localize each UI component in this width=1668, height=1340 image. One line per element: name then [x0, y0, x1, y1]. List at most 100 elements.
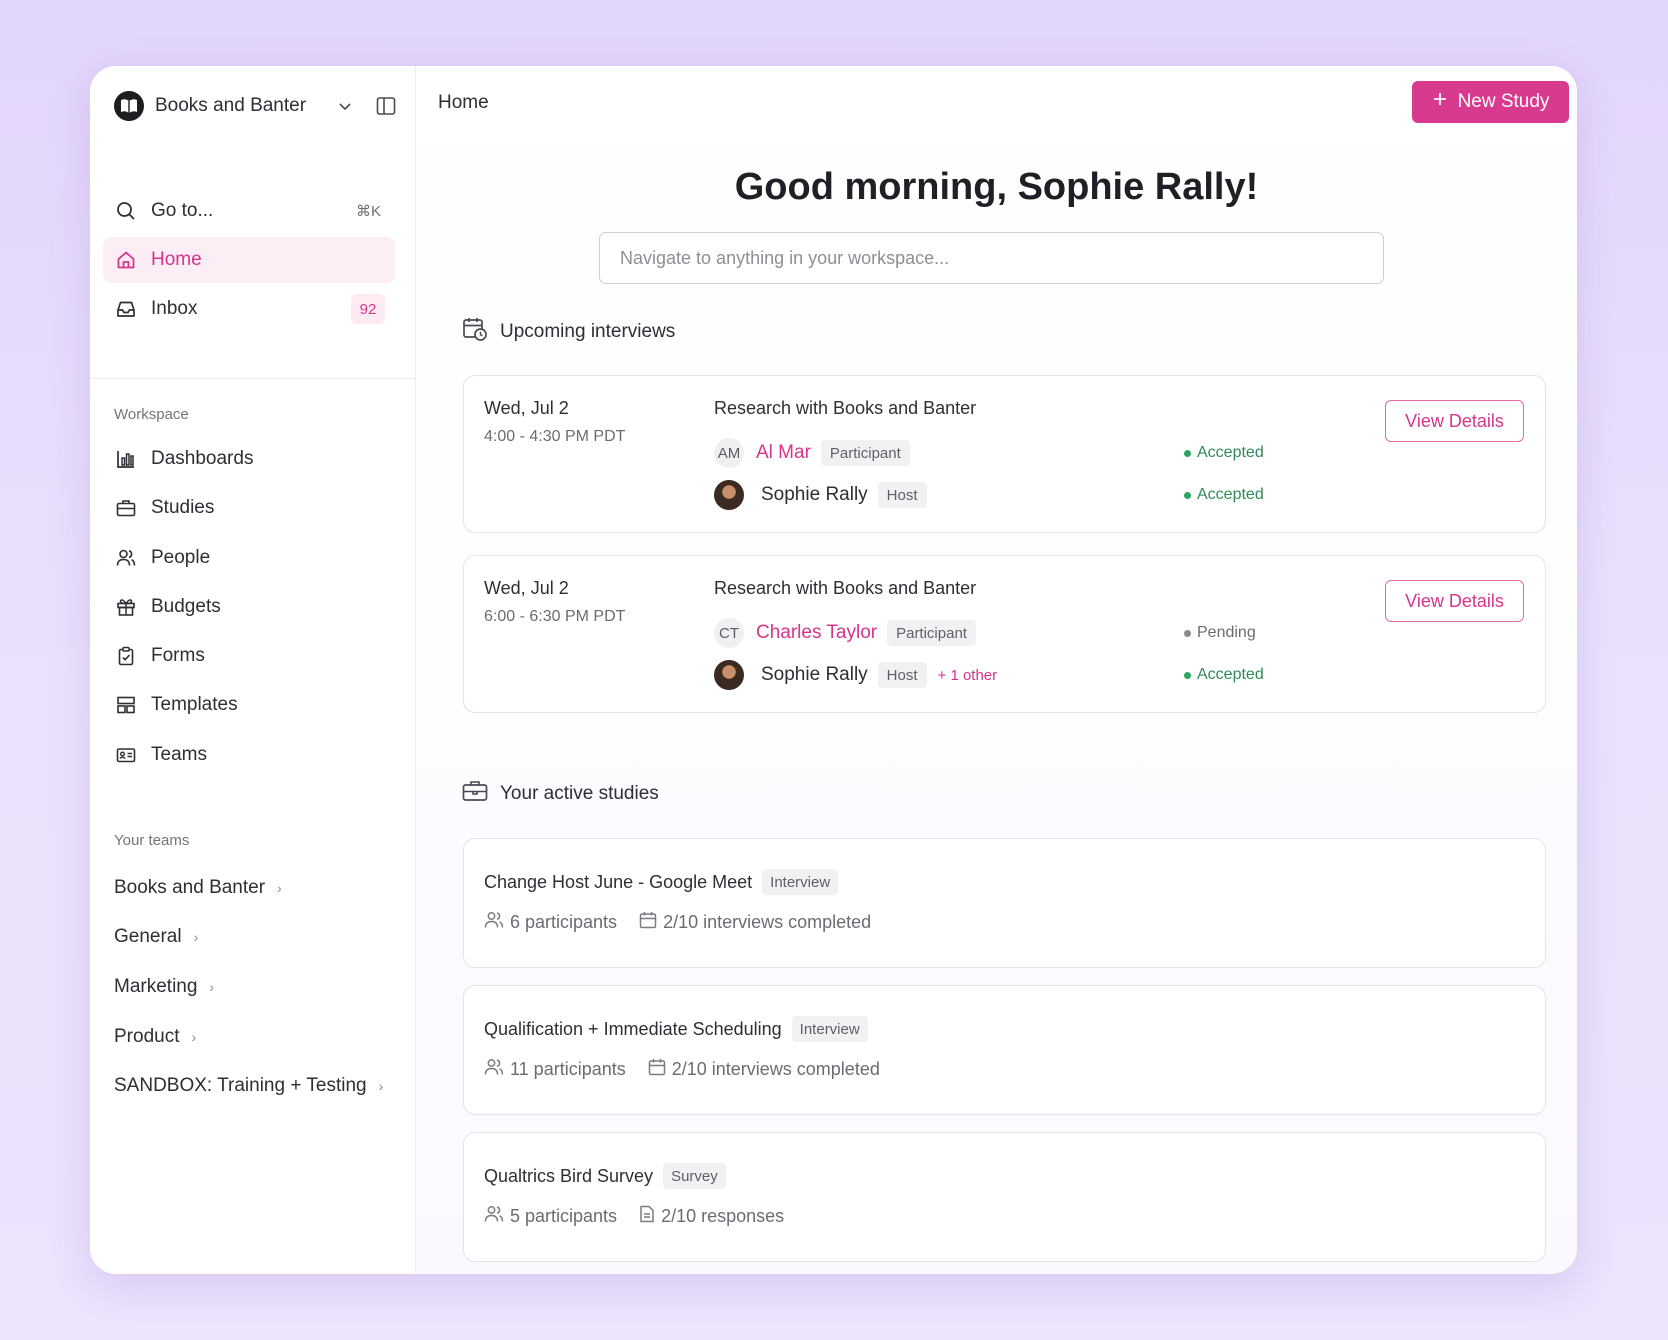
- role-badge: Host: [877, 662, 927, 688]
- active-studies-header: Your active studies: [462, 779, 659, 809]
- primary-nav: Go to... ⌘K Home Inbox 92: [103, 188, 395, 335]
- team-label: Marketing: [114, 975, 198, 997]
- plus-icon: [1432, 91, 1448, 113]
- sidebar-item-people[interactable]: People: [103, 535, 395, 581]
- shortcut-hint: ⌘K: [355, 203, 381, 220]
- nav-label: Forms: [151, 645, 205, 667]
- people-icon: [115, 547, 137, 569]
- id-card-icon: [115, 744, 137, 766]
- teams-list: Books and Banter › General › Marketing › Pr…: [114, 863, 404, 1111]
- sidebar-toggle-icon[interactable]: [376, 96, 396, 121]
- view-details-button[interactable]: View Details: [1385, 580, 1524, 622]
- interview-title: Research with Books and Banter: [714, 398, 977, 418]
- book-logo-icon: [114, 91, 144, 121]
- sidebar-item-templates[interactable]: Templates: [103, 682, 395, 728]
- study-meta: 11 participants 2/10 interviews complete…: [484, 1058, 880, 1081]
- sidebar-item-budgets[interactable]: Budgets: [103, 584, 395, 630]
- more-attendees-link[interactable]: + 1 other: [937, 666, 998, 684]
- role-badge: Participant: [820, 440, 910, 466]
- study-progress: 2/10 interviews completed: [671, 1059, 880, 1079]
- participant-count: 6 participants: [510, 912, 618, 932]
- status-badge: Accepted: [1184, 480, 1264, 510]
- gift-icon: [115, 596, 137, 618]
- briefcase-icon: [115, 497, 137, 519]
- study-meta: 5 participants 2/10 responses: [484, 1205, 784, 1228]
- calendar-clock-icon: [462, 316, 488, 348]
- interview-date: Wed, Jul 2: [484, 578, 569, 598]
- nav-label: Budgets: [151, 595, 221, 617]
- goto-search[interactable]: Go to... ⌘K: [103, 188, 395, 234]
- study-title-row: Change Host June - Google Meet Interview: [484, 869, 839, 895]
- new-study-button[interactable]: New Study: [1412, 81, 1569, 123]
- study-progress: 2/10 interviews completed: [663, 912, 872, 932]
- avatar: [714, 480, 744, 510]
- greeting-title: Good morning, Sophie Rally!: [734, 166, 1259, 208]
- interview-card: Wed, Jul 2 4:00 - 4:30 PM PDT Research w…: [463, 375, 1546, 533]
- avatar: CT: [714, 618, 744, 648]
- host-name: Sophie Rally: [761, 664, 868, 685]
- status-badge: Accepted: [1184, 660, 1264, 690]
- role-badge: Participant: [887, 620, 976, 646]
- chevron-right-icon: ›: [378, 1078, 384, 1095]
- app-window: Books and Banter Go to... ⌘K Home Inbox …: [90, 66, 1577, 1274]
- chevron-right-icon: ›: [209, 978, 215, 995]
- team-item-product[interactable]: Product ›: [114, 1012, 404, 1062]
- team-item-marketing[interactable]: Marketing ›: [114, 962, 404, 1012]
- workspace-search-input[interactable]: [599, 232, 1384, 284]
- interview-time: 6:00 - 6:30 PM PDT: [484, 608, 626, 625]
- sidebar-item-inbox[interactable]: Inbox 92: [103, 286, 395, 332]
- nav-label: Teams: [151, 743, 207, 765]
- team-label: Product: [114, 1025, 180, 1047]
- workspace-name: Books and Banter: [155, 95, 307, 116]
- team-item-general[interactable]: General ›: [114, 913, 404, 963]
- study-card[interactable]: Qualification + Immediate Scheduling Int…: [463, 985, 1546, 1115]
- briefcase-icon: [462, 779, 488, 809]
- status-badge: Accepted: [1184, 438, 1264, 468]
- sidebar-item-teams[interactable]: Teams: [103, 732, 395, 778]
- workspace-section-label: Workspace: [114, 406, 189, 423]
- people-icon: [484, 911, 504, 934]
- interview-time: 4:00 - 4:30 PM PDT: [484, 428, 626, 445]
- sidebar-item-forms[interactable]: Forms: [103, 633, 395, 679]
- nav-label: Home: [151, 249, 202, 270]
- sidebar-item-home[interactable]: Home: [103, 237, 395, 283]
- chevron-right-icon: ›: [193, 929, 199, 946]
- chevron-right-icon: ›: [277, 879, 282, 896]
- interview-title: Research with Books and Banter: [714, 578, 977, 598]
- inbox-count-badge: 92: [351, 294, 385, 324]
- study-card[interactable]: Change Host June - Google Meet Interview…: [463, 838, 1546, 968]
- view-details-button[interactable]: View Details: [1385, 400, 1524, 442]
- participant-row: AM Al Mar Participant: [714, 438, 910, 468]
- nav-label: Inbox: [151, 298, 198, 319]
- section-title: Your active studies: [500, 783, 659, 804]
- nav-label: Go to...: [151, 200, 214, 221]
- study-name: Qualification + Immediate Scheduling: [484, 1018, 782, 1039]
- study-type-badge: Interview: [762, 869, 839, 895]
- sidebar-item-studies[interactable]: Studies: [103, 485, 395, 531]
- document-icon: [639, 1205, 655, 1228]
- workspace-switcher[interactable]: Books and Banter: [114, 90, 396, 122]
- team-label: SANDBOX: Training + Testing: [114, 1075, 367, 1097]
- sidebar: Books and Banter Go to... ⌘K Home Inbox …: [90, 66, 416, 1274]
- breadcrumb: Home: [438, 92, 489, 113]
- team-label: General: [114, 926, 182, 948]
- main-content: Home New Study Good morning, Sophie Rall…: [416, 66, 1577, 1274]
- people-icon: [484, 1205, 504, 1228]
- team-item-sandbox[interactable]: SANDBOX: Training + Testing ›: [114, 1061, 404, 1111]
- calendar-icon: [639, 911, 657, 934]
- participant-row: CT Charles Taylor Participant: [714, 618, 976, 648]
- team-label: Books and Banter: [114, 876, 266, 898]
- interview-card: Wed, Jul 2 6:00 - 6:30 PM PDT Research w…: [463, 555, 1546, 713]
- team-item-books-and-banter[interactable]: Books and Banter ›: [114, 863, 404, 913]
- study-card[interactable]: Qualtrics Bird Survey Survey 5 participa…: [463, 1132, 1546, 1262]
- nav-label: Studies: [151, 497, 215, 519]
- avatar: [714, 660, 744, 690]
- chevron-down-icon[interactable]: [338, 99, 352, 118]
- sidebar-item-dashboards[interactable]: Dashboards: [103, 436, 395, 482]
- interview-date: Wed, Jul 2: [484, 398, 569, 418]
- participant-name-link[interactable]: Charles Taylor: [756, 622, 878, 643]
- teams-section-label: Your teams: [114, 832, 190, 849]
- study-progress: 2/10 responses: [661, 1206, 785, 1226]
- nav-label: Dashboards: [151, 448, 254, 469]
- participant-name-link[interactable]: Al Mar: [756, 442, 811, 463]
